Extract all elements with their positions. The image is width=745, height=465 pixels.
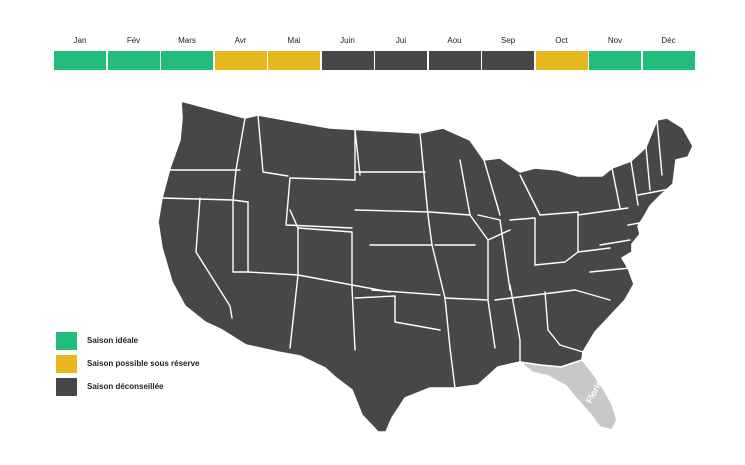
month-bar [161,51,213,70]
month-nov: Nov [589,36,641,70]
month-sep: Sep [482,36,534,70]
legend-label: Saison possible sous réserve [87,359,200,368]
month-bar [107,51,160,70]
legend-swatch [56,332,77,350]
legend-swatch [56,355,77,373]
month-bar [642,51,695,70]
month-bar [321,51,374,70]
month-bar [54,51,106,70]
legend-label: Saison idéale [87,336,139,345]
month-label: Juin [340,36,355,45]
month-bar [589,51,641,70]
legend-swatch [56,378,77,396]
month-label: Avr [234,36,247,45]
usa-landmass [157,100,694,433]
month-label: Déc [661,36,676,45]
state-borders [161,114,676,389]
month-aug: Aou [428,36,481,70]
month-feb: Fév [107,36,160,70]
month-dec: Déc [642,36,695,70]
month-label: Aou [447,36,462,45]
month-label: Oct [555,36,568,45]
month-bar [268,51,320,70]
month-label: Sep [500,36,516,45]
legend-label: Saison déconseillée [87,382,164,391]
month-jan: Jan [54,36,106,70]
month-bar [214,51,267,70]
month-jul: Jui [375,36,427,70]
month-label: Mars [178,36,196,45]
month-label: Jui [395,36,407,45]
month-label: Jan [73,36,87,45]
month-oct: Oct [535,36,588,70]
month-label: Nov [607,36,623,45]
month-label: Fév [126,36,141,45]
month-bar [535,51,588,70]
month-may: Mai [268,36,320,70]
month-bar [482,51,534,70]
month-jun: Juin [321,36,374,70]
month-mar: Mars [161,36,213,70]
month-bar [375,51,427,70]
month-apr: Avr [214,36,267,70]
month-bar [428,51,481,70]
florida-region [519,359,618,431]
month-label: Mai [287,36,301,45]
